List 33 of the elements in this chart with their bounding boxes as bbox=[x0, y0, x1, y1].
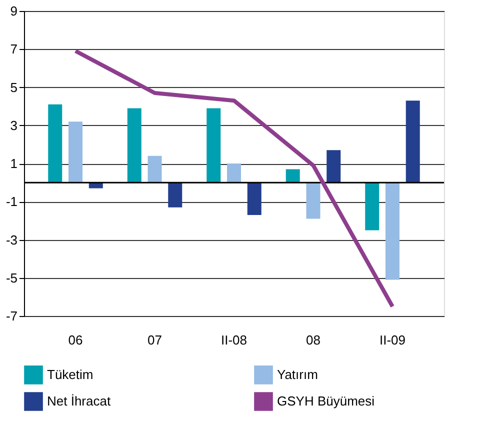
x-tick-label: 07 bbox=[148, 332, 162, 348]
y-tick-label: -1 bbox=[6, 194, 18, 210]
bar bbox=[206, 108, 221, 183]
y-tick-label: -3 bbox=[6, 232, 18, 248]
legend-label: Net İhracat bbox=[47, 394, 111, 408]
bar bbox=[68, 122, 83, 183]
bar bbox=[286, 169, 300, 183]
bar bbox=[48, 104, 62, 183]
y-tick-label: -7 bbox=[6, 308, 18, 324]
legend-label: Tüketim bbox=[47, 366, 94, 382]
bar bbox=[406, 100, 420, 183]
bar bbox=[127, 108, 142, 183]
bar bbox=[148, 156, 162, 183]
bar bbox=[227, 164, 241, 183]
x-tick-label: 06 bbox=[68, 332, 83, 348]
bar bbox=[168, 182, 182, 208]
y-tick-label: 9 bbox=[10, 4, 18, 18]
x-tick-label: II-09 bbox=[379, 332, 406, 348]
x-tick-label: II-08 bbox=[220, 332, 248, 348]
x-tick-label: 08 bbox=[306, 332, 320, 348]
bar bbox=[365, 182, 380, 230]
bar bbox=[247, 182, 262, 215]
y-tick-label: 1 bbox=[10, 156, 18, 171]
y-tick-label: 7 bbox=[10, 42, 18, 57]
bar bbox=[385, 182, 400, 280]
y-tick-label: -5 bbox=[6, 270, 18, 286]
y-tick-label: 5 bbox=[10, 80, 18, 95]
line-series bbox=[74, 49, 394, 308]
legend-label: GSYH Büyümesi bbox=[277, 394, 375, 408]
legend-label: Yatırım bbox=[277, 366, 318, 382]
bar bbox=[326, 150, 341, 183]
bar bbox=[306, 182, 320, 219]
y-tick-label: 3 bbox=[10, 118, 18, 133]
